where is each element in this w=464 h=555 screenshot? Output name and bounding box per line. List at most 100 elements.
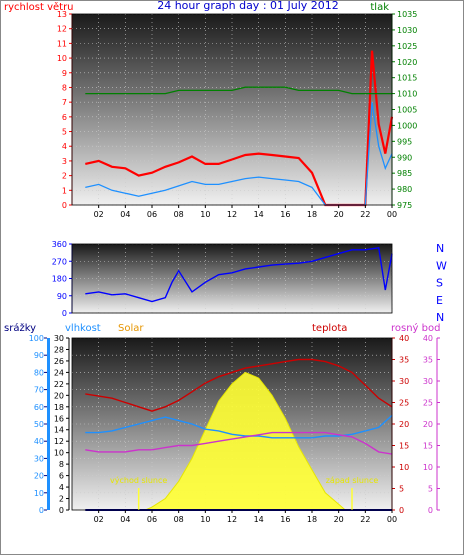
humidity-ytick-label: 40 [34, 437, 44, 446]
wind-xtick-label: 04 [120, 210, 130, 219]
pressure-ytick-label: 985 [397, 169, 412, 178]
direction-plot-border [71, 243, 393, 314]
temp-xtick-label: 02 [94, 515, 104, 524]
pressure-ytick-label: 990 [397, 153, 412, 162]
solar-ytick-label: 24 [54, 368, 64, 377]
temp-xtick-label: 08 [174, 515, 184, 524]
wind-ytick-label: 3 [62, 157, 67, 166]
dewpoint-ytick-label: 20 [423, 420, 433, 429]
rain-axis-bar [47, 338, 50, 510]
temperature-ytick-label: 25 [399, 399, 409, 408]
wind-ytick-label: 4 [62, 142, 67, 151]
solar-ytick-label: 10 [54, 449, 64, 458]
temperature-ytick-label: 35 [399, 356, 409, 365]
wind-ytick-label: 7 [62, 98, 67, 107]
wind-ytick-label: 12 [57, 25, 67, 34]
humidity-axis-label: vlhkost [65, 323, 101, 334]
series-area-solar [145, 371, 347, 511]
pressure-ytick-label: 1020 [397, 58, 417, 67]
rain-axis-label: srážky [4, 322, 36, 334]
solar-ytick-label: 20 [54, 391, 64, 400]
temp-xtick-label: 16 [280, 515, 290, 524]
temperature-ytick-label: 0 [399, 506, 404, 515]
temp-xtick-label: 10 [200, 515, 210, 524]
solar-ytick-label: 6 [59, 472, 64, 481]
wind-ytick-label: 11 [57, 39, 67, 48]
dewpoint-ytick-label: 40 [423, 334, 433, 343]
dewpoint-axis-label: rosný bod [391, 322, 440, 334]
wind-pressure-panel: 0123456789101112139759809859909951000100… [4, 1, 417, 219]
solar-ytick-label: 16 [54, 414, 64, 423]
wind-ytick-label: 1 [62, 186, 67, 195]
humidity-ytick-label: 80 [34, 368, 44, 377]
wind-ytick-label: 10 [57, 54, 67, 63]
wind-ytick-label: 8 [62, 83, 67, 92]
temperature-ytick-label: 30 [399, 377, 409, 386]
temperature-ytick-label: 40 [399, 334, 409, 343]
wind-xtick-label: 16 [280, 210, 290, 219]
compass-label: N [436, 242, 444, 255]
solar-ytick-label: 22 [54, 380, 64, 389]
wind-ytick-label: 2 [62, 172, 67, 181]
temp-xtick-label: 14 [254, 515, 264, 524]
sunset-label: západ slunce [326, 476, 379, 485]
pressure-ytick-label: 1035 [397, 10, 417, 19]
temperature-ytick-label: 20 [399, 420, 409, 429]
direction-ytick-label: 270 [52, 257, 67, 266]
solar-ytick-label: 28 [54, 345, 64, 354]
compass-label: W [436, 259, 447, 272]
dewpoint-ytick-label: 15 [423, 442, 433, 451]
solar-ytick-label: 26 [54, 357, 64, 366]
humidity-ytick-label: 20 [34, 472, 44, 481]
solar-ytick-label: 0 [59, 506, 64, 515]
pressure-ytick-label: 1010 [397, 90, 417, 99]
wind-xtick-label: 22 [360, 210, 370, 219]
wind-xtick-label: 18 [307, 210, 317, 219]
pressure-ytick-label: 995 [397, 137, 412, 146]
direction-ytick-label: 0 [62, 309, 67, 318]
wind-xtick-label: 00 [387, 210, 397, 219]
compass-label: E [436, 294, 443, 307]
temp-xtick-label: 20 [334, 515, 344, 524]
solar-ytick-label: 4 [59, 483, 64, 492]
humidity-ytick-label: 60 [34, 403, 44, 412]
temp-xtick-label: 06 [147, 515, 157, 524]
pressure-ytick-label: 1025 [397, 42, 417, 51]
pressure-ytick-label: 975 [397, 201, 412, 210]
humidity-ytick-label: 90 [34, 351, 44, 360]
wind-ytick-label: 13 [57, 10, 67, 19]
wind-xtick-label: 10 [200, 210, 210, 219]
humidity-ytick-label: 30 [34, 454, 44, 463]
solar-ytick-label: 2 [59, 495, 64, 504]
wind-ytick-label: 5 [62, 128, 67, 137]
dewpoint-ytick-label: 0 [428, 506, 433, 515]
solar-ytick-label: 12 [54, 437, 64, 446]
solar-ytick-label: 8 [59, 460, 64, 469]
solar-axis-label: Solar [118, 323, 144, 334]
temperature-humidity-solar-panel: srážky vlhkost Solar teplota rosný bod010203… [4, 322, 440, 524]
temp-xtick-label: 18 [307, 515, 317, 524]
wind-ytick-label: 9 [62, 69, 67, 78]
graph-title: 24 hour graph day : 01 July 2012 [157, 0, 339, 12]
dewpoint-ytick-label: 30 [423, 377, 433, 386]
wind-xtick-label: 08 [174, 210, 184, 219]
compass-label: S [436, 277, 443, 290]
temp-xtick-label: 12 [227, 515, 237, 524]
series-line-direction [85, 247, 393, 303]
dewpoint-ytick-label: 10 [423, 463, 433, 472]
temp-xtick-label: 00 [387, 515, 397, 524]
wind-plot-background [72, 14, 392, 205]
series-line-tlak [85, 86, 392, 95]
series-line-teplota [85, 358, 393, 412]
sunrise-label: východ slunce [110, 476, 167, 485]
pressure-ytick-label: 1000 [397, 121, 417, 130]
dewpoint-ytick-label: 35 [423, 356, 433, 365]
direction-ytick-label: 90 [57, 292, 67, 301]
wind-xtick-label: 12 [227, 210, 237, 219]
pressure-ytick-label: 1005 [397, 106, 417, 115]
pressure-ytick-label: 1030 [397, 26, 417, 35]
humidity-ytick-label: 70 [34, 386, 44, 395]
wind-ytick-label: 6 [62, 113, 67, 122]
